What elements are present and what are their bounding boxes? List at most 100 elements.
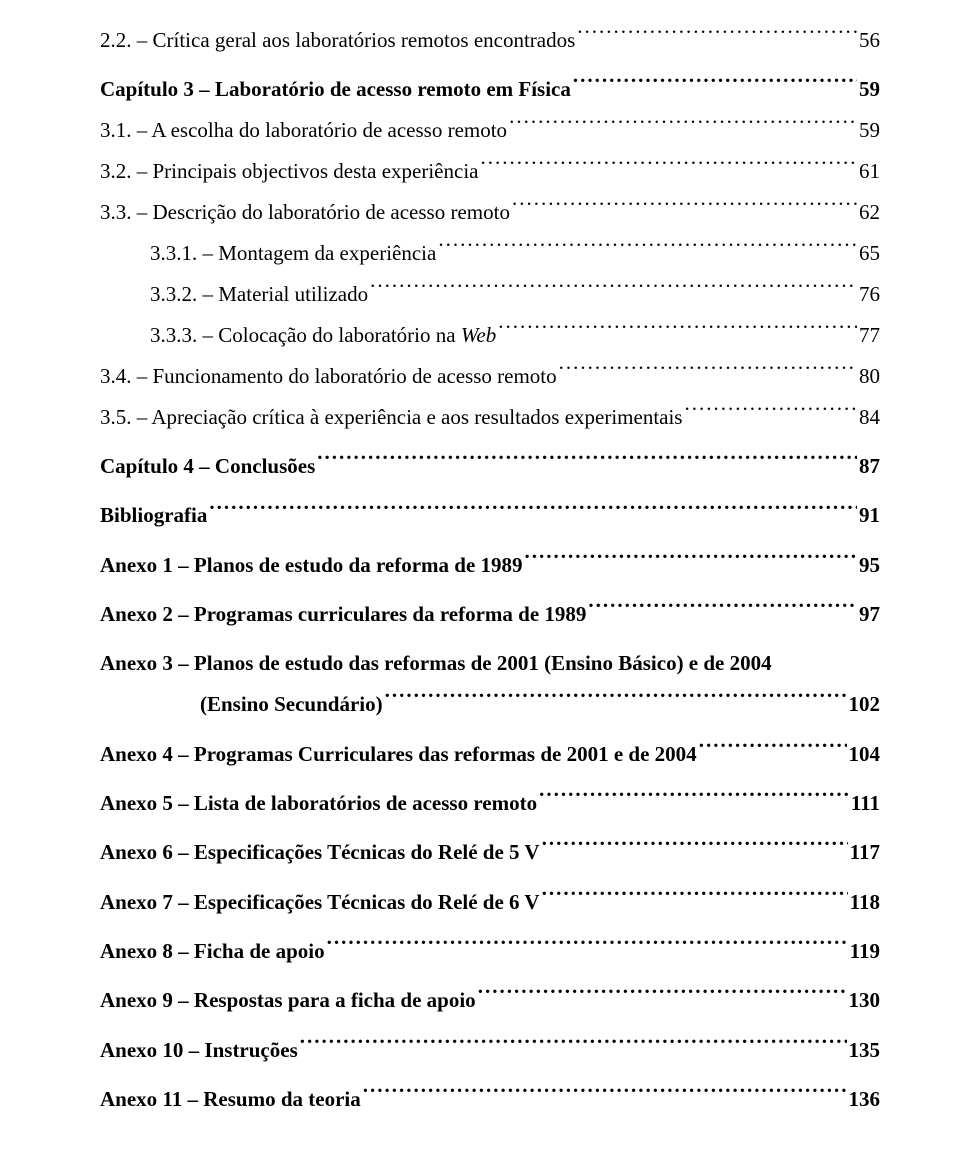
toc-entry: Anexo 11 – Resumo da teoria 136 [100, 1079, 880, 1120]
toc-leader [370, 280, 857, 301]
toc-page-number: 97 [859, 594, 880, 635]
toc-entry: Anexo 9 – Respostas para a ficha de apoi… [100, 980, 880, 1021]
toc-spacer [100, 923, 880, 931]
toc-label: 3.3.3. – Colocação do laboratório na Web [150, 315, 496, 356]
toc-label: Bibliografia [100, 495, 207, 536]
toc-page: 2.2. – Crítica geral aos laboratórios re… [0, 0, 960, 1160]
toc-label: 3.3.1. – Montagem da experiência [150, 233, 436, 274]
toc-page-number: 77 [859, 315, 880, 356]
toc-leader [209, 501, 857, 522]
toc-spacer [100, 972, 880, 980]
toc-spacer [100, 824, 880, 832]
toc-spacer [100, 536, 880, 544]
toc-entry: Anexo 3 – Planos de estudo das reformas … [100, 643, 880, 684]
toc-label: Anexo 9 – Respostas para a ficha de apoi… [100, 980, 476, 1021]
toc-page-number: 61 [859, 151, 880, 192]
toc-page-number: 56 [859, 20, 880, 61]
toc-label: Anexo 6 – Especificações Técnicas do Rel… [100, 832, 540, 873]
toc-page-number: 59 [859, 110, 880, 151]
toc-page-number: 136 [849, 1079, 881, 1120]
toc-spacer [100, 725, 880, 733]
toc-leader [542, 838, 848, 859]
toc-label: Anexo 5 – Lista de laboratórios de acess… [100, 783, 537, 824]
toc-page-number: 95 [859, 545, 880, 586]
toc-entry: 3.4. – Funcionamento do laboratório de a… [100, 356, 880, 397]
toc-label: 3.3.2. – Material utilizado [150, 274, 368, 315]
toc-label: Capítulo 4 – Conclusões [100, 446, 315, 487]
toc-leader [577, 26, 857, 47]
toc-label: Anexo 11 – Resumo da teoria [100, 1079, 361, 1120]
toc-label: Anexo 3 – Planos de estudo das reformas … [100, 643, 772, 684]
toc-page-number: 118 [850, 882, 880, 923]
toc-entry: Capítulo 4 – Conclusões 87 [100, 446, 880, 487]
toc-page-number: 84 [859, 397, 880, 438]
toc-label: Anexo 4 – Programas Curriculares das ref… [100, 734, 697, 775]
toc-leader [559, 362, 857, 383]
toc-page-number: 130 [849, 980, 881, 1021]
toc-entry: Anexo 5 – Lista de laboratórios de acess… [100, 783, 880, 824]
toc-entry: 3.2. – Principais objectivos desta exper… [100, 151, 880, 192]
toc-spacer [100, 775, 880, 783]
toc-page-number: 117 [850, 832, 880, 873]
toc-leader [385, 690, 847, 711]
toc-label: 3.4. – Funcionamento do laboratório de a… [100, 356, 557, 397]
toc-entry: 3.1. – A escolha do laboratório de acess… [100, 110, 880, 151]
toc-entry: Anexo 10 – Instruções 135 [100, 1030, 880, 1071]
toc-spacer [100, 1071, 880, 1079]
toc-label: Anexo 1 – Planos de estudo da reforma de… [100, 545, 523, 586]
toc-label: 3.2. – Principais objectivos desta exper… [100, 151, 478, 192]
toc-entry: Bibliografia 91 [100, 495, 880, 536]
toc-leader [327, 937, 848, 958]
toc-leader [363, 1085, 847, 1106]
toc-leader [542, 888, 848, 909]
toc-page-number: 104 [849, 734, 881, 775]
toc-leader [512, 198, 857, 219]
toc-spacer [100, 635, 880, 643]
toc-spacer [100, 61, 880, 69]
toc-page-number: 76 [859, 274, 880, 315]
toc-page-number: 65 [859, 233, 880, 274]
toc-leader [509, 116, 857, 137]
toc-page-number: 87 [859, 446, 880, 487]
toc-leader [525, 551, 857, 572]
toc-label: 3.5. – Apreciação crítica à experiência … [100, 397, 682, 438]
toc-entry: Anexo 7 – Especificações Técnicas do Rel… [100, 882, 880, 923]
toc-label: (Ensino Secundário) [200, 684, 383, 725]
toc-entry: 3.5. – Apreciação crítica à experiência … [100, 397, 880, 438]
toc-label: 2.2. – Crítica geral aos laboratórios re… [100, 20, 575, 61]
toc-entry: 3.3. – Descrição do laboratório de acess… [100, 192, 880, 233]
italic-word: Web [461, 323, 496, 347]
toc-entry: 2.2. – Crítica geral aos laboratórios re… [100, 20, 880, 61]
toc-entry: 3.3.3. – Colocação do laboratório na Web… [100, 315, 880, 356]
toc-label: 3.3. – Descrição do laboratório de acess… [100, 192, 510, 233]
toc-leader [684, 403, 857, 424]
toc-spacer [100, 873, 880, 881]
toc-label: Anexo 8 – Ficha de apoio [100, 931, 325, 972]
toc-page-number: 111 [851, 783, 880, 824]
toc-leader [539, 789, 849, 810]
toc-spacer [100, 1021, 880, 1029]
toc-label: Anexo 10 – Instruções [100, 1030, 298, 1071]
toc-spacer [100, 586, 880, 594]
toc-entry: Anexo 4 – Programas Curriculares das ref… [100, 734, 880, 775]
toc-page-number: 102 [849, 684, 881, 725]
toc-spacer [100, 487, 880, 495]
toc-label: Anexo 7 – Especificações Técnicas do Rel… [100, 882, 540, 923]
toc-entry: Capítulo 3 – Laboratório de acesso remot… [100, 69, 880, 110]
toc-page-number: 59 [859, 69, 880, 110]
toc-page-number: 119 [850, 931, 880, 972]
toc-page-number: 80 [859, 356, 880, 397]
toc-page-number: 91 [859, 495, 880, 536]
toc-spacer [100, 438, 880, 446]
toc-entry: Anexo 6 – Especificações Técnicas do Rel… [100, 832, 880, 873]
toc-label: Capítulo 3 – Laboratório de acesso remot… [100, 69, 571, 110]
toc-entry: Anexo 8 – Ficha de apoio 119 [100, 931, 880, 972]
toc-leader [699, 740, 847, 761]
toc-page-number: 135 [849, 1030, 881, 1071]
toc-leader [480, 157, 857, 178]
toc-leader [588, 600, 857, 621]
toc-leader [317, 452, 857, 473]
toc-entry: Anexo 1 – Planos de estudo da reforma de… [100, 545, 880, 586]
toc-label: Anexo 2 – Programas curriculares da refo… [100, 594, 586, 635]
toc-entry: (Ensino Secundário) 102 [100, 684, 880, 725]
